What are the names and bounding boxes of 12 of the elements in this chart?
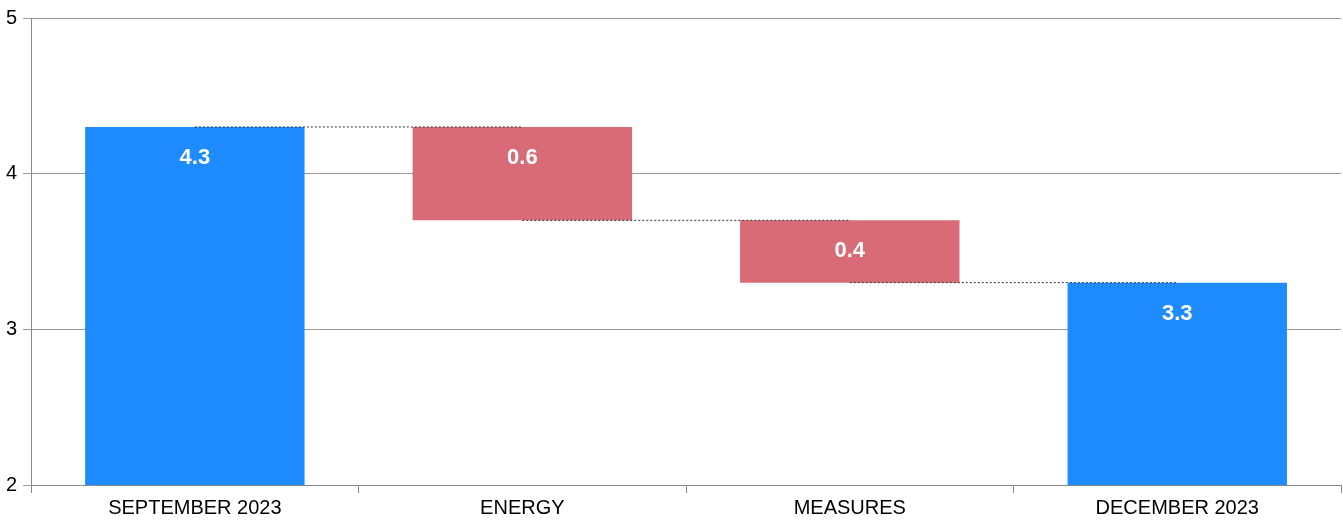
x-tick-label: ENERGY — [480, 495, 565, 518]
data-label: 0.4 — [834, 237, 866, 263]
data-label: 4.3 — [179, 144, 211, 170]
y-tick-label: 3 — [6, 316, 18, 339]
x-tick-label: DECEMBER 2023 — [1095, 495, 1259, 518]
x-tick-label: MEASURES — [793, 495, 906, 518]
y-tick-label: 4 — [6, 161, 18, 184]
x-tick-label: SEPTEMBER 2023 — [108, 495, 282, 518]
y-tick-label: 5 — [6, 5, 18, 28]
y-tick-label: 2 — [6, 472, 18, 495]
data-label: 0.6 — [507, 144, 538, 170]
data-label: 3.3 — [1161, 299, 1193, 325]
